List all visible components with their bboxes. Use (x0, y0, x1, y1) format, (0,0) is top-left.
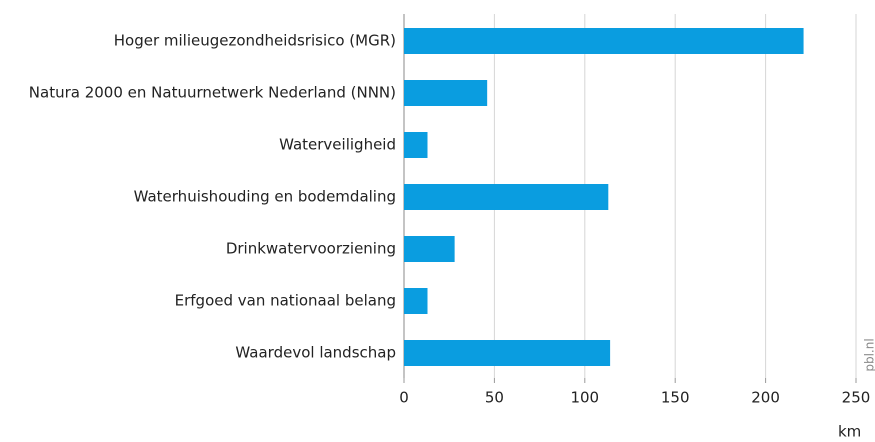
x-tick-label: 200 (751, 389, 780, 407)
bar (404, 28, 804, 54)
y-tick-label: Natura 2000 en Natuurnetwerk Nederland (… (29, 84, 396, 102)
bar (404, 288, 428, 314)
bar (404, 236, 455, 262)
x-tick-label: 0 (399, 389, 409, 407)
x-tick-label: 150 (661, 389, 690, 407)
y-tick-label: Waterveiligheid (279, 136, 396, 154)
x-axis-label: km (838, 423, 861, 441)
y-tick-label: Erfgoed van nationaal belang (175, 292, 396, 310)
y-tick-label: Hoger milieugezondheidsrisico (MGR) (114, 32, 396, 50)
bar (404, 340, 611, 366)
y-tick-label: Drinkwatervoorziening (226, 240, 396, 258)
y-tick-label: Waterhuishouding en bodemdaling (134, 188, 396, 206)
bar (404, 80, 488, 106)
credit: pbl.nl (863, 338, 875, 371)
x-tick-label: 100 (570, 389, 599, 407)
bar (404, 184, 609, 210)
x-tick-label: 250 (842, 389, 871, 407)
y-tick-label: Waardevol landschap (235, 344, 396, 362)
x-tick-label: 50 (485, 389, 504, 407)
bar (404, 132, 428, 158)
